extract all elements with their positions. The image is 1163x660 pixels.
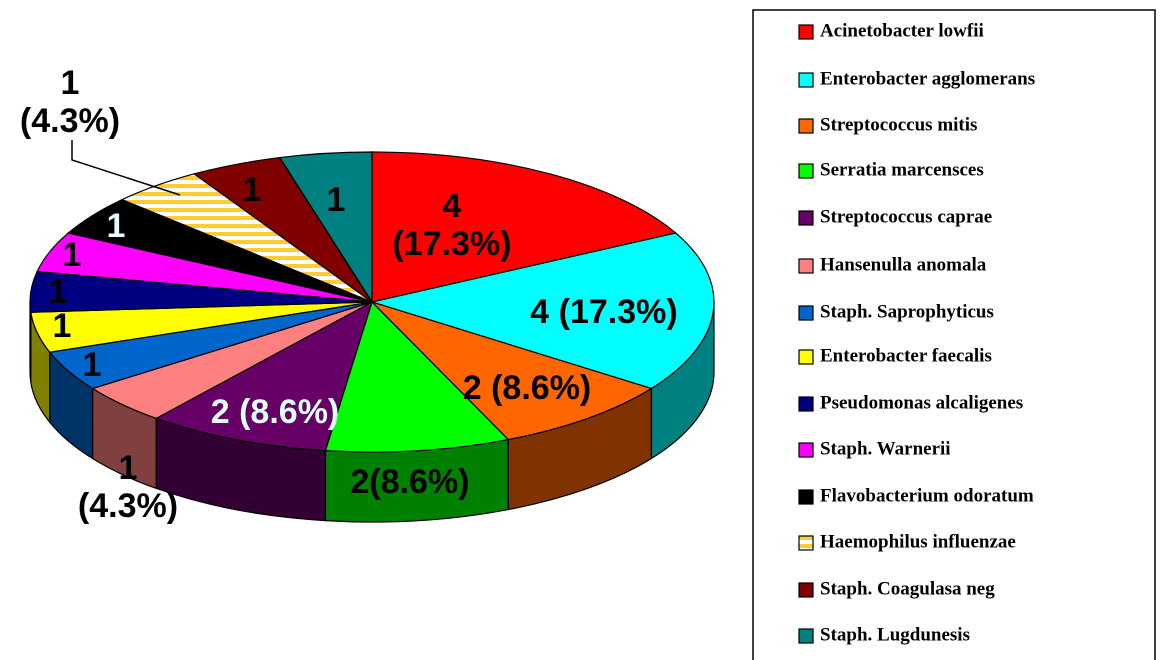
legend-swatch [798, 582, 814, 598]
legend-label: Staph. Saprophyticus [820, 301, 994, 322]
legend-swatch [798, 210, 814, 226]
data-label: 1 [62, 236, 82, 274]
data-label: 1 [106, 207, 126, 245]
legend-label: Hansenulla anomala [820, 254, 987, 275]
legend-swatch [798, 442, 814, 458]
data-label: 1 [82, 346, 102, 384]
legend-swatch [798, 628, 814, 644]
legend-swatch [798, 118, 814, 134]
data-label: 2(8.6%) [350, 463, 470, 501]
pie-slice [278, 151, 373, 305]
pie-slice [371, 151, 677, 303]
legend-label: Enterobacter faecalis [820, 345, 992, 366]
legend-swatch [798, 163, 814, 179]
legend-swatch [798, 396, 814, 412]
legend-label: Acinetobacter lowfii [820, 20, 984, 41]
data-label: 2 (8.6%) [210, 393, 340, 431]
data-label: 1 [48, 273, 68, 311]
legend-swatch [798, 535, 814, 551]
legend-swatch [798, 489, 814, 505]
legend-label: Pseudomonas alcaligenes [820, 392, 1023, 413]
legend-label: Staph. Warnerii [820, 438, 951, 459]
data-label: 1 [52, 307, 72, 345]
legend-label: Haemophilus influenzae [820, 531, 1016, 552]
legend-label: Flavobacterium odoratum [820, 485, 1034, 506]
legend-label: Streptococcus mitis [820, 114, 977, 135]
data-label: 1 [326, 181, 346, 219]
legend-label: Staph. Coagulasa neg [820, 578, 995, 599]
legend-swatch [798, 24, 814, 40]
legend-swatch [798, 258, 814, 274]
legend-label: Streptococcus caprae [820, 206, 992, 227]
data-label: 1 [242, 171, 262, 209]
data-label: 2 (8.6%) [462, 369, 592, 407]
legend-label: Serratia marcensces [820, 159, 984, 180]
data-label: 4 (17.3%) [530, 293, 678, 331]
pie-slice [154, 300, 374, 452]
data-label: 1 (4.3%) [19, 64, 121, 140]
legend-swatch [798, 305, 814, 321]
leader-line [71, 140, 181, 196]
legend-label: Enterobacter agglomerans [820, 68, 1035, 89]
data-label: 1 (4.3%) [77, 449, 179, 525]
pie-slice [369, 232, 715, 390]
legend-swatch [798, 72, 814, 88]
data-label: 4 (17.3%) [392, 187, 512, 263]
pie-slice [324, 300, 510, 453]
legend-label: Staph. Lugdunesis [820, 624, 970, 645]
pie-slice [371, 301, 653, 441]
legend-box [752, 9, 1156, 660]
legend-swatch [798, 349, 814, 365]
